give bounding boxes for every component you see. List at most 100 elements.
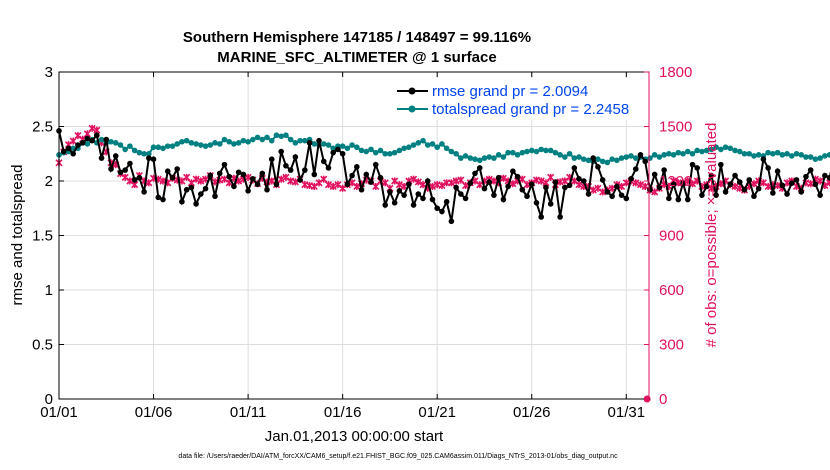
totalspread-point: [98, 136, 105, 143]
totalspread-point: [354, 144, 360, 151]
rmse-point: [150, 156, 157, 162]
totalspread-point: [377, 147, 384, 154]
obs-evaluated-point: [490, 177, 498, 185]
totalspread-point: [538, 146, 545, 153]
rmse-point: [401, 192, 407, 198]
totalspread-point: [250, 136, 256, 143]
totalspread-point: [169, 143, 176, 149]
rmse-point: [803, 173, 809, 180]
rmse-point: [467, 180, 474, 186]
obs-evaluated-point: [750, 180, 758, 188]
totalspread-point: [202, 143, 209, 149]
legend-spread-label: totalspread grand pr = 2.2458: [432, 101, 629, 118]
rmse-point: [500, 196, 507, 203]
obs-evaluated-point: [537, 177, 545, 185]
totalspread-point: [803, 154, 809, 160]
rmse-point: [198, 191, 204, 197]
rmse-point: [344, 181, 351, 188]
obs-evaluated-point: [381, 179, 389, 187]
rmse-point: [240, 171, 247, 178]
totalspread-point: [580, 156, 587, 162]
totalspread-point: [472, 156, 478, 162]
rmse-point: [112, 153, 119, 159]
rmse-point: [571, 165, 578, 171]
rmse-point: [278, 148, 284, 155]
totalspread-point: [528, 147, 535, 154]
rmse-point: [807, 167, 814, 173]
obs-evaluated-point: [197, 177, 205, 185]
rmse-point: [108, 166, 114, 172]
rmse-point: [320, 158, 327, 165]
totalspread-point: [807, 154, 814, 160]
rmse-point: [297, 177, 303, 183]
obs-evaluated-point: [277, 175, 285, 183]
totalspread-point: [382, 150, 389, 157]
totalspread-point: [160, 145, 166, 152]
rmse-point: [183, 186, 190, 193]
rmse-point: [264, 186, 270, 193]
rmse-point: [817, 192, 823, 198]
axes: 01/01 01/06 01/11 01/16 01/21 01/26 01/31 0 0.5 1…: [32, 64, 692, 421]
rmse-point: [788, 180, 795, 186]
rmse-point: [528, 181, 535, 188]
totalspread-point: [670, 152, 677, 158]
obs-evaluated-point: [438, 181, 446, 190]
rmse-point: [75, 142, 81, 148]
rmse-point: [141, 189, 147, 195]
rmse-point: [689, 161, 696, 168]
obs-evaluated-point: [324, 181, 333, 189]
totalspread-point: [784, 150, 790, 157]
totalspread-point: [718, 146, 724, 153]
totalspread-point: [146, 150, 152, 157]
totalspread-point: [609, 156, 615, 162]
totalspread-point: [254, 134, 261, 141]
totalspread-point: [500, 154, 507, 160]
rmse-point: [212, 193, 218, 200]
rmse-point: [514, 173, 521, 180]
rmse-point: [576, 176, 582, 182]
obs-evaluated-point: [499, 174, 507, 182]
totalspread-point: [486, 154, 493, 160]
rmse-point: [472, 170, 478, 177]
rmse-point: [283, 162, 289, 169]
totalspread-point: [604, 159, 611, 166]
rmse-point: [358, 186, 365, 193]
totalspread-point: [632, 155, 639, 161]
totalspread-point: [628, 153, 634, 159]
totalspread-point: [283, 132, 289, 139]
totalspread-point: [751, 153, 757, 159]
rmse-point: [599, 177, 606, 183]
totalspread-point: [278, 133, 284, 140]
totalspread-point: [467, 155, 474, 161]
totalspread-point: [136, 149, 143, 156]
obs-evaluated-point: [329, 182, 337, 191]
rmse-point: [708, 172, 715, 179]
data-file-footer: data file: /Users/raeder/DAI/ATM_forcXX/…: [178, 453, 618, 460]
rmse-point: [812, 181, 819, 188]
totalspread-point: [651, 152, 658, 158]
rmse-point: [647, 186, 653, 193]
totalspread-point: [689, 150, 696, 157]
rmse-point: [65, 145, 72, 152]
legend: rmse grand pr = 2.0094 totalspread grand…: [392, 78, 646, 120]
totalspread-point: [141, 150, 147, 157]
totalspread-point: [127, 143, 133, 149]
totalspread-point: [198, 142, 204, 148]
totalspread-point: [798, 152, 805, 158]
totalspread-point: [231, 141, 237, 147]
rmse-point: [429, 196, 436, 203]
rmse-point: [623, 195, 630, 202]
totalspread-point: [84, 141, 91, 147]
rmse-point: [368, 179, 374, 185]
rmse-point: [751, 193, 757, 200]
totalspread-point: [699, 148, 705, 155]
rmse-point: [770, 190, 776, 196]
rmse-point: [670, 181, 677, 188]
obs-evaluated-point: [320, 175, 328, 183]
rmse-point: [377, 174, 384, 181]
totalspread-point: [320, 141, 327, 147]
rmse-point: [410, 202, 417, 208]
rmse-point: [98, 155, 105, 161]
rmse-point: [755, 185, 762, 192]
rmse-point: [136, 174, 143, 181]
